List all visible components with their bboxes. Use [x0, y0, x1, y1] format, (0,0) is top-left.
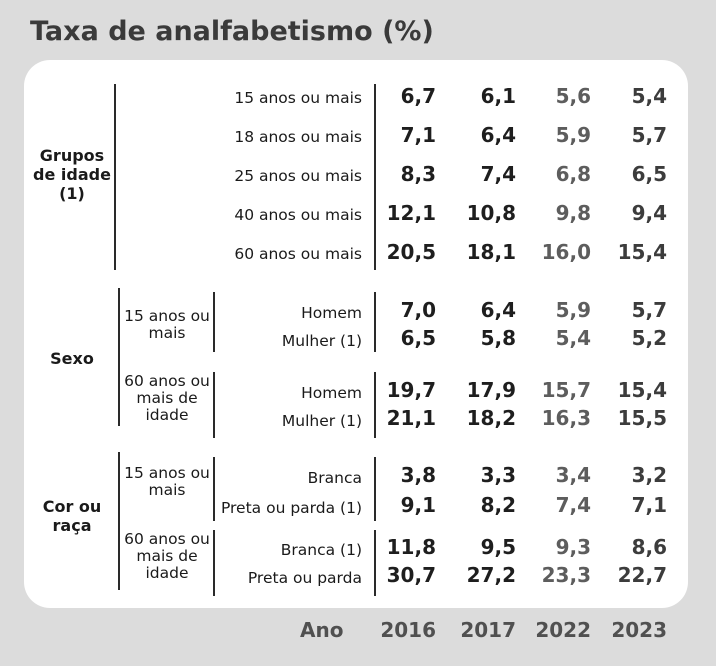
divider-line — [213, 530, 215, 596]
value-cell: 3,2 — [631, 463, 667, 487]
value-cell: 8,6 — [631, 535, 667, 559]
value-cell: 5,7 — [631, 298, 667, 322]
value-cell: 9,4 — [631, 201, 667, 225]
value-cell: 16,3 — [541, 406, 591, 430]
value-cell: 23,3 — [541, 563, 591, 587]
divider-line — [374, 372, 376, 438]
year-axis-label: Ano — [300, 618, 344, 642]
page-title: Taxa de analfabetismo (%) — [30, 16, 434, 47]
subgroup-label-cor-60: 60 anos ou mais de idade — [124, 530, 210, 582]
value-cell: 5,4 — [555, 326, 591, 350]
row-label: Branca (1) — [280, 541, 362, 559]
value-cell: 5,2 — [631, 326, 667, 350]
value-cell: 10,8 — [466, 201, 516, 225]
group-label-sexo: Sexo — [50, 349, 94, 368]
value-cell: 5,6 — [555, 84, 591, 108]
value-cell: 7,0 — [400, 298, 436, 322]
value-cell: 6,5 — [631, 162, 667, 186]
value-cell: 5,7 — [631, 123, 667, 147]
value-cell: 9,1 — [400, 493, 436, 517]
value-cell: 15,7 — [541, 378, 591, 402]
row-label: 18 anos ou mais — [234, 128, 362, 146]
value-cell: 3,3 — [480, 463, 516, 487]
row-label: Mulher (1) — [281, 332, 362, 350]
value-cell: 15,5 — [617, 406, 667, 430]
value-cell: 5,4 — [631, 84, 667, 108]
value-cell: 20,5 — [386, 240, 436, 264]
value-cell: 7,4 — [480, 162, 516, 186]
value-cell: 17,9 — [466, 378, 516, 402]
value-cell: 6,7 — [400, 84, 436, 108]
value-cell: 5,9 — [555, 298, 591, 322]
value-cell: 3,4 — [555, 463, 591, 487]
value-cell: 8,3 — [400, 162, 436, 186]
group-label-cor: Cor ou raça — [42, 497, 102, 535]
divider-line — [213, 372, 215, 438]
row-label: Homem — [301, 384, 362, 402]
value-cell: 19,7 — [386, 378, 436, 402]
row-label: Mulher (1) — [281, 412, 362, 430]
value-cell: 7,1 — [631, 493, 667, 517]
value-cell: 6,1 — [480, 84, 516, 108]
year-label: 2022 — [535, 618, 591, 642]
year-label: 2017 — [460, 618, 516, 642]
row-label: 60 anos ou mais — [234, 245, 362, 263]
subgroup-label-cor-15: 15 anos ou mais — [124, 464, 210, 499]
value-cell: 6,8 — [555, 162, 591, 186]
divider-line — [374, 530, 376, 596]
value-cell: 12,1 — [386, 201, 436, 225]
value-cell: 11,8 — [386, 535, 436, 559]
value-cell: 15,4 — [617, 240, 667, 264]
value-cell: 9,3 — [555, 535, 591, 559]
year-label: 2023 — [611, 618, 667, 642]
row-label: 40 anos ou mais — [234, 206, 362, 224]
divider-line — [374, 457, 376, 521]
value-cell: 9,8 — [555, 201, 591, 225]
group-label-idade: Grupos de idade (1) — [33, 146, 111, 203]
value-cell: 18,1 — [466, 240, 516, 264]
row-label: Homem — [301, 304, 362, 322]
divider-line — [374, 84, 376, 270]
value-cell: 9,5 — [480, 535, 516, 559]
row-label: 15 anos ou mais — [234, 89, 362, 107]
subgroup-label-sexo-15: 15 anos ou mais — [124, 307, 210, 342]
value-cell: 5,8 — [480, 326, 516, 350]
divider-line — [114, 84, 116, 270]
value-cell: 3,8 — [400, 463, 436, 487]
value-cell: 7,1 — [400, 123, 436, 147]
row-label: Preta ou parda (1) — [220, 499, 362, 517]
value-cell: 6,4 — [480, 298, 516, 322]
value-cell: 30,7 — [386, 563, 436, 587]
row-label: 25 anos ou mais — [234, 167, 362, 185]
value-cell: 27,2 — [466, 563, 516, 587]
divider-line — [118, 452, 120, 590]
value-cell: 8,2 — [480, 493, 516, 517]
value-cell: 7,4 — [555, 493, 591, 517]
value-cell: 22,7 — [617, 563, 667, 587]
divider-line — [213, 457, 215, 521]
value-cell: 5,9 — [555, 123, 591, 147]
year-label: 2016 — [380, 618, 436, 642]
divider-line — [118, 288, 120, 426]
value-cell: 21,1 — [386, 406, 436, 430]
divider-line — [213, 292, 215, 352]
value-cell: 15,4 — [617, 378, 667, 402]
table-card: Grupos de idade (1) Sexo Cor ou raça 15 … — [24, 60, 688, 608]
value-cell: 6,5 — [400, 326, 436, 350]
row-label: Preta ou parda — [247, 569, 362, 587]
divider-line — [374, 292, 376, 352]
value-cell: 18,2 — [466, 406, 516, 430]
subgroup-label-sexo-60: 60 anos ou mais de idade — [124, 372, 210, 424]
row-label: Branca — [307, 469, 362, 487]
value-cell: 16,0 — [541, 240, 591, 264]
value-cell: 6,4 — [480, 123, 516, 147]
